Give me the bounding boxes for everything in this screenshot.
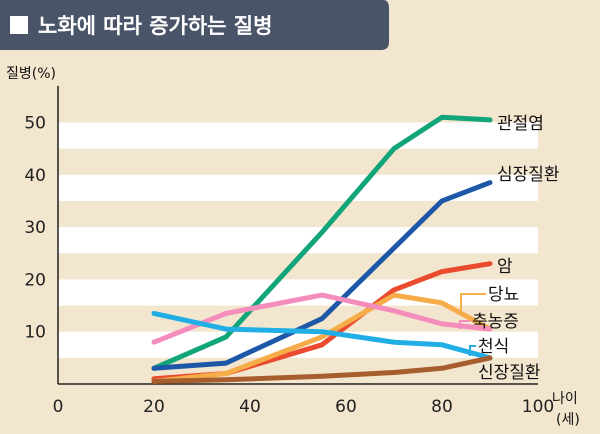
x-axis-unit: (세) xyxy=(556,412,580,428)
x-tick-label: 0 xyxy=(53,397,64,417)
x-axis-label: 나이 xyxy=(552,391,578,407)
tick-labels: 10 20 30 40 50 0 20 40 60 80 100 xyxy=(24,114,554,418)
x-tick-label: 80 xyxy=(431,397,453,417)
series-label: 관절염 xyxy=(497,114,544,134)
series-line xyxy=(151,292,493,384)
series-label: 신장질환 xyxy=(478,363,541,383)
grid-band xyxy=(58,227,538,254)
series-line xyxy=(151,114,493,371)
series-label: 축농증 xyxy=(472,312,519,332)
series-line xyxy=(151,292,493,345)
series-label: 당뇨 xyxy=(488,285,519,305)
series-label: 천식 xyxy=(478,337,509,357)
grid-band xyxy=(58,122,538,149)
y-tick-label: 10 xyxy=(24,323,46,343)
x-tick-label: 100 xyxy=(522,397,554,417)
series-line xyxy=(151,180,493,371)
x-tick-label: 40 xyxy=(239,397,261,417)
chart-title: 노화에 따라 증가하는 질병 xyxy=(38,14,272,38)
label-leader-line xyxy=(460,293,486,312)
series-label: 심장질환 xyxy=(497,165,560,185)
y-tick-label: 50 xyxy=(24,114,46,134)
series-label: 암 xyxy=(497,257,513,277)
grid-bands xyxy=(58,122,538,358)
title-bar xyxy=(0,0,389,50)
axes xyxy=(57,85,538,385)
series-line xyxy=(151,355,493,384)
series-line xyxy=(151,310,493,361)
y-tick-label: 20 xyxy=(24,270,46,290)
x-tick-label: 20 xyxy=(143,397,165,417)
label-leader-line xyxy=(469,345,476,356)
y-tick-label: 30 xyxy=(24,218,46,238)
y-axis-label: 질병(%) xyxy=(6,66,56,82)
grid-band xyxy=(58,174,538,201)
y-tick-label: 40 xyxy=(24,166,46,186)
series-lines xyxy=(151,114,493,384)
x-tick-label: 60 xyxy=(335,397,357,417)
label-leader-line xyxy=(459,320,470,329)
title-square-marker xyxy=(10,16,28,34)
